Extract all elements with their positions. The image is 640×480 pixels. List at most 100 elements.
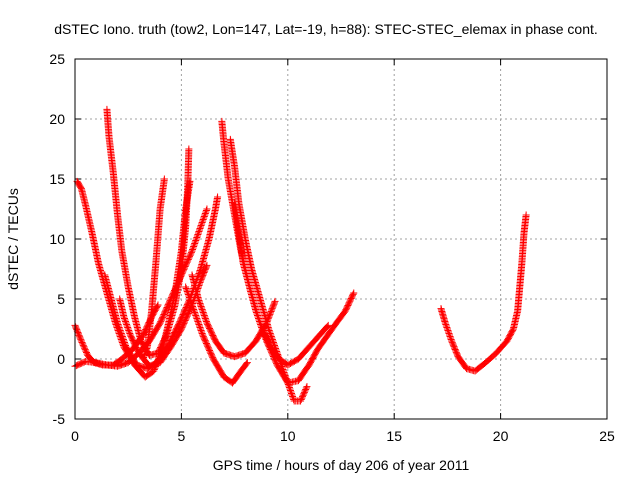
data-point [194,231,202,238]
data-point [74,330,82,338]
data-point [193,315,201,322]
x-axis-label: GPS time / hours of day 206 of year 2011 [213,457,470,473]
data-point [73,326,81,334]
data-point [193,232,201,240]
data-point [444,327,452,334]
data-point [279,366,287,373]
data-point [182,283,190,291]
data-point [76,334,84,342]
data-point [447,336,455,343]
data-point [189,244,197,252]
data-point [452,348,460,356]
data-point [202,208,210,216]
data-point [256,318,264,325]
data-point [214,193,222,201]
data-point [268,306,276,314]
data-point [297,397,305,405]
data-point [81,346,89,354]
data-point [199,307,207,315]
data-point [197,303,205,310]
data-point [301,387,309,395]
data-point [124,325,132,333]
x-tick-label: 20 [493,428,509,444]
data-point [255,315,263,322]
data-point [123,321,131,328]
data-point [449,341,457,349]
data-point [267,331,275,339]
data-point [150,367,158,375]
data-point [117,328,125,336]
data-point [196,279,204,286]
data-point [184,289,192,297]
data-point [444,328,452,336]
data-point [201,315,209,322]
data-point [447,334,455,342]
data-point [201,210,209,217]
data-point [77,336,85,344]
data-point [283,376,291,384]
data-point [119,334,127,342]
data-point [188,301,196,309]
data-point [203,205,211,213]
data-point [445,330,453,337]
data-point [196,225,204,232]
data-point [72,324,80,332]
data-point [255,316,263,324]
data-point [120,339,128,346]
data-point [199,217,207,225]
data-point [183,286,191,294]
data-point [281,372,289,379]
data-point [288,390,296,397]
data-point [202,263,210,271]
data-point [187,298,195,306]
data-point [75,331,83,339]
data-point [190,243,198,250]
data-point [252,309,260,316]
data-point [197,325,205,333]
data-point [195,228,203,235]
data-point [117,330,125,337]
data-point [285,382,293,390]
data-point [72,323,80,331]
data-point [196,267,204,274]
data-point [442,322,450,330]
data-point [287,388,295,396]
data-point [193,316,201,324]
data-point [242,360,250,368]
data-point [197,222,205,229]
data-point [324,321,332,329]
data-point [142,348,150,355]
data-point [122,318,130,325]
data-point [189,303,197,310]
data-point [282,373,290,381]
data-point [78,338,86,346]
data-point [121,340,129,348]
data-point [257,322,265,330]
x-tick-label: 10 [280,428,296,444]
data-point [270,299,278,307]
data-point [190,306,198,313]
x-tick-label: 0 [71,428,79,444]
data-point [298,393,306,401]
data-point [190,241,198,249]
data-point [201,313,209,321]
data-point [303,383,311,391]
data-point [201,266,209,274]
data-point [452,347,460,355]
data-point [283,378,291,385]
data-point [125,327,133,334]
data-point [198,330,206,337]
data-point [254,313,262,321]
data-point [80,343,88,351]
data-point [266,309,274,317]
data-point [278,364,286,372]
x-tick-label: 15 [386,428,402,444]
data-point [257,321,265,328]
data-point [299,391,307,399]
x-axis-ticks: 0 5 10 15 20 25 [71,59,615,444]
data-point [199,216,207,223]
data-point [195,321,203,328]
grid-lines [75,59,607,419]
data-point [199,271,207,279]
data-point [258,324,266,331]
